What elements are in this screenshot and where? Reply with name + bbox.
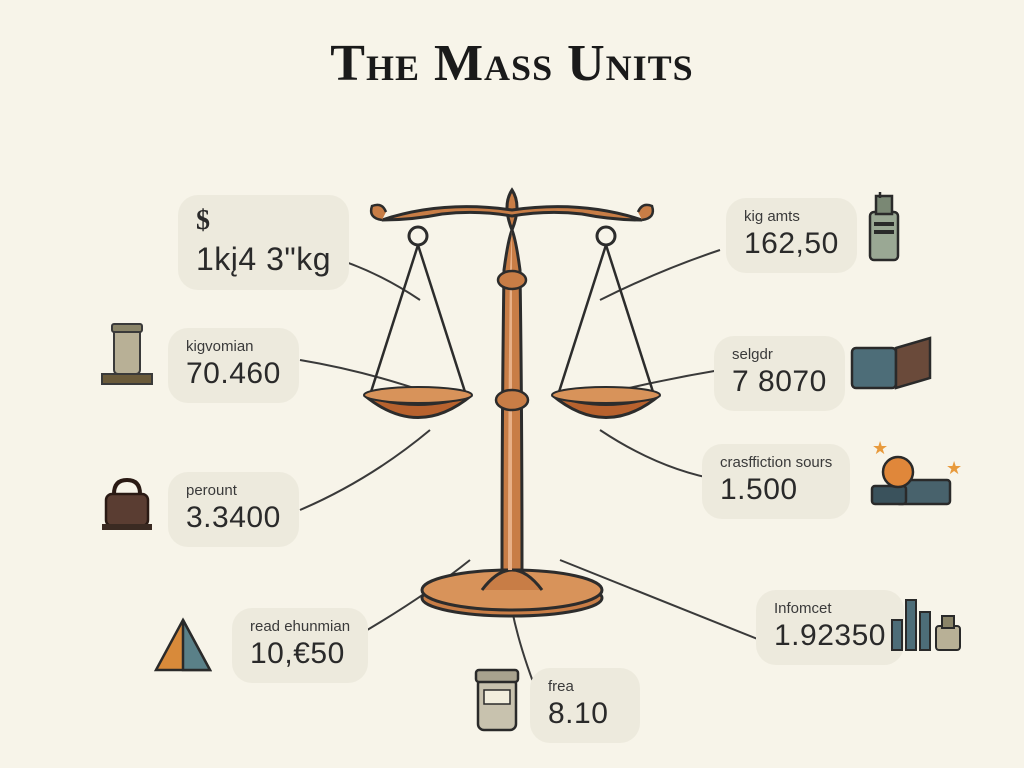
- jar-icon: [462, 660, 532, 730]
- star-icon: ★: [946, 458, 962, 479]
- bubble-bottom-center: frea 8.10: [530, 668, 640, 743]
- bubble-mid-left: kigvomian 70.460: [168, 328, 299, 403]
- label-bottom-left: read ehunmian: [250, 618, 350, 635]
- bubble-bottom-left: read ehunmian 10,€50: [232, 608, 368, 683]
- bars-icon: [886, 580, 966, 650]
- pyramid-icon: [148, 612, 218, 682]
- label-low-left: perount: [186, 482, 281, 499]
- label-bottom-right: Infomcet: [774, 600, 886, 617]
- label-bottom-center: frea: [548, 678, 622, 695]
- ball-icon: [866, 452, 956, 522]
- bottle-icon: [856, 190, 912, 260]
- label-mid-left: kigvomian: [186, 338, 281, 355]
- bubble-low-right: crasffiction sours 1.500: [702, 444, 850, 519]
- box-icon: [846, 330, 936, 400]
- value-low-right: 1.500: [720, 473, 832, 507]
- value-bottom-right: 1.92350: [774, 619, 886, 653]
- bubble-bottom-right: Infomcet 1.92350: [756, 590, 904, 665]
- label-low-right: crasffiction sours: [720, 454, 832, 471]
- vial-icon: [92, 320, 162, 390]
- value-top-right: 162,50: [744, 227, 839, 261]
- star-icon: ★: [872, 438, 888, 459]
- weight-icon: [92, 468, 162, 538]
- value-top-left: 1kį4 3"kg: [196, 241, 331, 278]
- dollar-icon: $: [196, 205, 331, 237]
- label-mid-right: selgdr: [732, 346, 827, 363]
- value-mid-left: 70.460: [186, 357, 281, 391]
- bubble-top-right: kig amts 162,50: [726, 198, 857, 273]
- balance-scale-illustration: [352, 150, 672, 630]
- page-title: The Mass Units: [0, 34, 1024, 93]
- value-mid-right: 7 8070: [732, 365, 827, 399]
- label-top-right: kig amts: [744, 208, 839, 225]
- bubble-mid-right: selgdr 7 8070: [714, 336, 845, 411]
- value-bottom-left: 10,€50: [250, 637, 350, 671]
- value-bottom-center: 8.10: [548, 697, 622, 731]
- value-low-left: 3.3400: [186, 501, 281, 535]
- bubble-low-left: perount 3.3400: [168, 472, 299, 547]
- bubble-top-left: $ 1kį4 3"kg: [178, 195, 349, 290]
